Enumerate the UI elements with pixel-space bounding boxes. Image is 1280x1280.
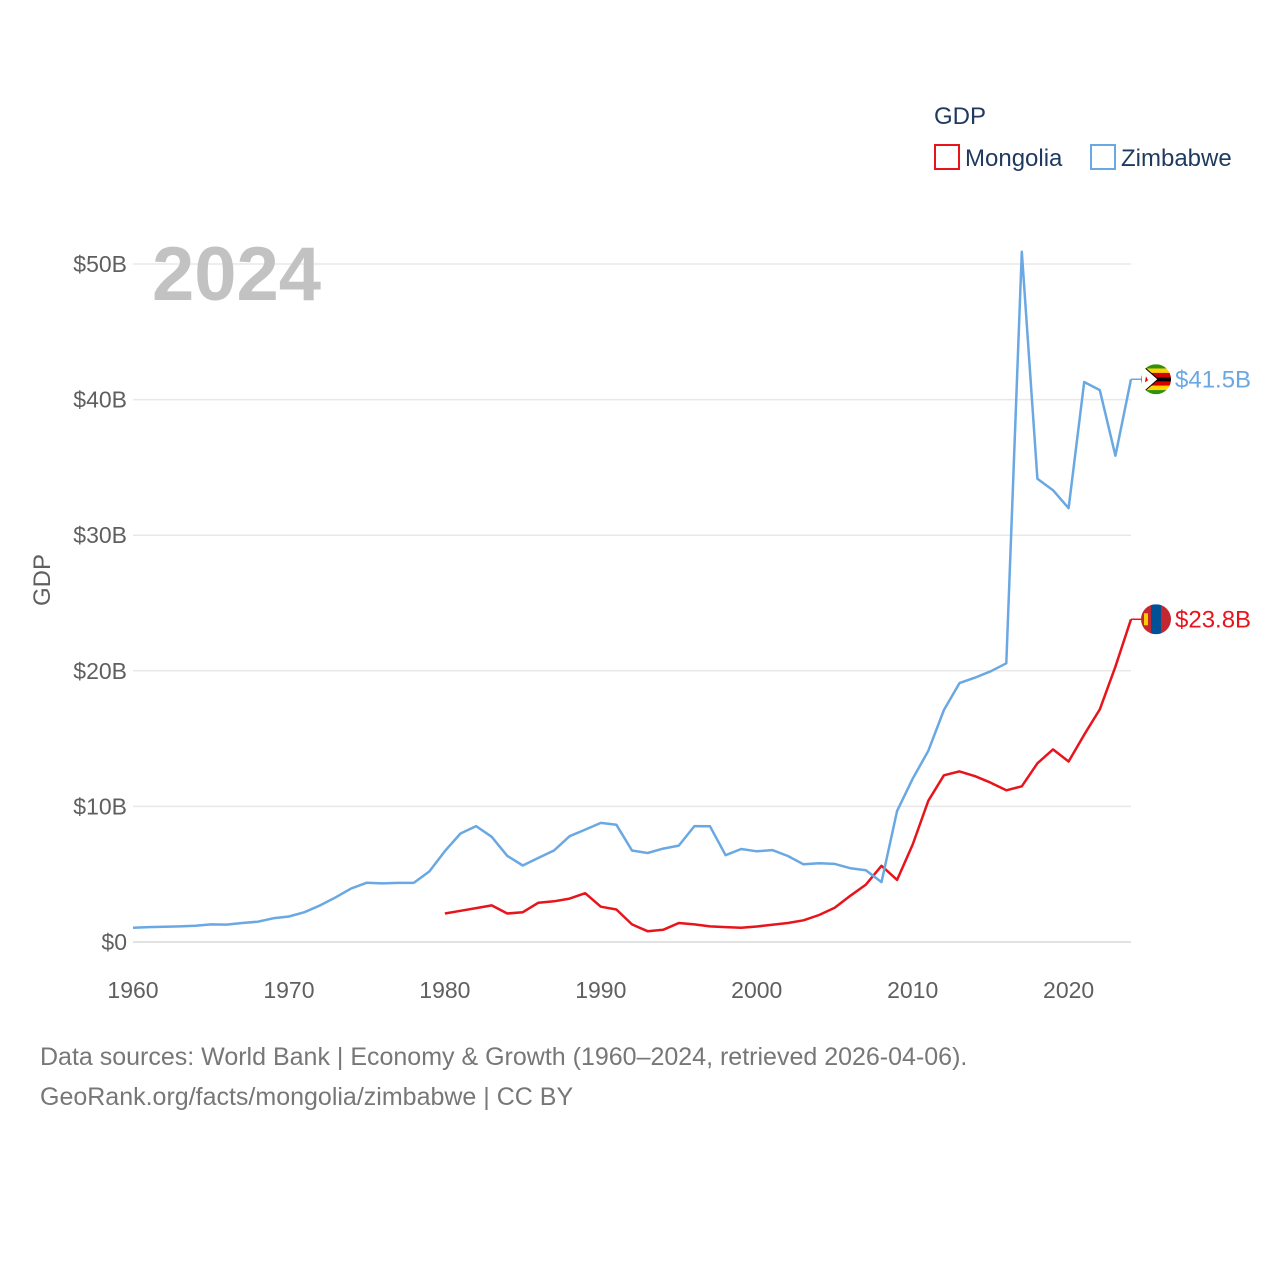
x-axis-ticks: 1960 1970 1980 1990 2000 2010 2020 bbox=[107, 977, 1094, 1003]
x-tick-label: 2010 bbox=[887, 977, 938, 1003]
x-tick-label: 1970 bbox=[263, 977, 314, 1003]
y-tick-label: $10B bbox=[73, 793, 127, 819]
series-lines bbox=[132, 250, 1133, 933]
gridlines bbox=[133, 263, 1131, 943]
x-tick-label: 2000 bbox=[731, 977, 782, 1003]
legend-title: GDP bbox=[934, 103, 986, 130]
y-axis-title: GDP bbox=[29, 554, 56, 606]
y-tick-label: $40B bbox=[73, 387, 127, 413]
legend: GDP Mongolia Zimbabwe bbox=[934, 103, 1232, 172]
y-axis-ticks: $0 $10B $20B $30B $40B $50B bbox=[73, 251, 127, 955]
mongolia-end-value: $23.8B bbox=[1175, 606, 1251, 633]
year-label: 2024 bbox=[152, 232, 321, 317]
x-tick-label: 1960 bbox=[107, 977, 158, 1003]
legend-swatch-zimbabwe[interactable] bbox=[1090, 144, 1116, 170]
gdp-line-chart: $0 $10B $20B $30B $40B $50B 1960 1970 1980 1990 2… bbox=[29, 103, 1251, 1003]
mongolia-end-marker: $23.8B bbox=[1131, 604, 1251, 635]
x-tick-label: 1980 bbox=[419, 977, 470, 1003]
mongolia-flag-icon bbox=[1141, 604, 1171, 635]
zimbabwe-end-value: $41.5B bbox=[1175, 366, 1251, 393]
y-tick-label: $50B bbox=[73, 251, 127, 277]
legend-label-mongolia[interactable]: Mongolia bbox=[965, 145, 1063, 172]
zimbabwe-flag-icon bbox=[1141, 364, 1171, 395]
zimbabwe-end-marker: $41.5B bbox=[1131, 364, 1251, 395]
y-tick-label: $20B bbox=[73, 658, 127, 684]
y-tick-label: $30B bbox=[73, 522, 127, 548]
x-tick-label: 1990 bbox=[575, 977, 626, 1003]
series-line-zimbabwe[interactable] bbox=[132, 250, 1133, 930]
x-tick-label: 2020 bbox=[1043, 977, 1094, 1003]
series-line-mongolia[interactable] bbox=[444, 618, 1133, 933]
y-tick-label: $0 bbox=[101, 929, 127, 955]
legend-swatch-mongolia[interactable] bbox=[934, 144, 960, 170]
legend-label-zimbabwe[interactable]: Zimbabwe bbox=[1121, 145, 1232, 172]
footer-sources: Data sources: World Bank | Economy & Gro… bbox=[40, 1043, 968, 1071]
footer-url[interactable]: GeoRank.org/facts/mongolia/zimbabwe | CC… bbox=[40, 1083, 574, 1111]
